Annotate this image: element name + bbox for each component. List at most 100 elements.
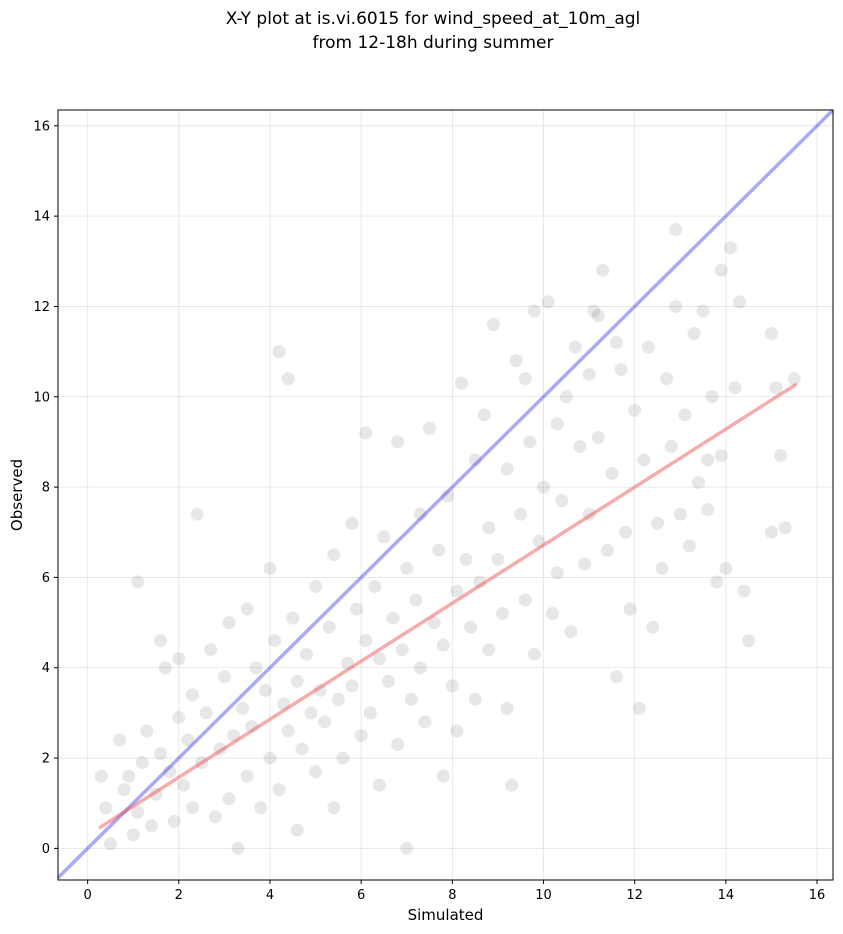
data-point (555, 494, 569, 508)
data-point (591, 430, 605, 444)
data-point (477, 408, 491, 422)
data-point (254, 801, 268, 815)
y-axis-label: Observed (8, 459, 26, 531)
data-point (714, 448, 728, 462)
data-point (400, 841, 414, 855)
data-point (459, 552, 473, 566)
data-point (117, 783, 131, 797)
chart-title-line2: from 12-18h during summer (313, 33, 554, 53)
data-point (363, 706, 377, 720)
data-point (728, 381, 742, 395)
data-point (140, 724, 154, 738)
data-point (163, 765, 177, 779)
data-point (217, 670, 231, 684)
data-point (591, 308, 605, 322)
data-point (509, 354, 523, 368)
data-point (473, 575, 487, 589)
grid (58, 110, 833, 880)
data-point (423, 421, 437, 435)
data-point (409, 593, 423, 607)
data-point (208, 810, 222, 824)
data-point (103, 837, 117, 851)
data-point (673, 507, 687, 521)
x-tick-label: 4 (266, 888, 274, 903)
data-point (131, 805, 145, 819)
data-point (213, 742, 227, 756)
x-axis-label: Simulated (408, 906, 484, 924)
data-point (222, 792, 236, 806)
data-point (468, 453, 482, 467)
data-point (582, 367, 596, 381)
data-point (582, 507, 596, 521)
data-point (345, 679, 359, 693)
data-point (546, 607, 560, 621)
data-point (94, 769, 108, 783)
data-point (382, 674, 396, 688)
data-point (541, 295, 555, 309)
data-point (268, 634, 282, 648)
x-tick-label: 6 (357, 888, 365, 903)
data-point (500, 701, 514, 715)
data-point (245, 719, 259, 733)
data-point (623, 602, 637, 616)
data-point (537, 480, 551, 494)
data-point (418, 715, 432, 729)
data-point (377, 530, 391, 544)
data-point (701, 453, 715, 467)
data-point (655, 561, 669, 575)
data-point (614, 363, 628, 377)
data-point (154, 747, 168, 761)
data-point (281, 724, 295, 738)
data-point (769, 381, 783, 395)
data-point (687, 327, 701, 341)
data-point (596, 263, 610, 277)
data-point (550, 566, 564, 580)
data-point (609, 670, 623, 684)
data-point (432, 543, 446, 557)
data-point (359, 634, 373, 648)
data-point (327, 801, 341, 815)
data-point (441, 489, 455, 503)
y-tick-label: 0 (42, 842, 50, 857)
data-point (696, 304, 710, 318)
data-point (345, 516, 359, 530)
data-point (619, 525, 633, 539)
data-point (190, 507, 204, 521)
data-point (126, 828, 140, 842)
data-point (299, 647, 313, 661)
data-point (500, 462, 514, 476)
data-point (719, 561, 733, 575)
data-point (185, 688, 199, 702)
data-point (204, 643, 218, 657)
data-point (669, 223, 683, 237)
data-point (482, 521, 496, 535)
data-point (450, 584, 464, 598)
data-point (564, 625, 578, 639)
data-point (723, 241, 737, 255)
data-point (222, 616, 236, 630)
data-point (742, 634, 756, 648)
data-point (131, 575, 145, 589)
identity-line (56, 108, 835, 879)
data-point (391, 738, 405, 752)
y-tick-label: 14 (33, 210, 50, 225)
data-point (368, 579, 382, 593)
data-point (600, 543, 614, 557)
data-point (309, 765, 323, 779)
data-point (340, 656, 354, 670)
data-point (195, 756, 209, 770)
data-point (172, 652, 186, 666)
data-point (354, 728, 368, 742)
data-point (733, 295, 747, 309)
data-point (523, 435, 537, 449)
chart-title-line1: X-Y plot at is.vi.6015 for wind_speed_at… (226, 9, 641, 29)
data-point (486, 318, 500, 332)
data-point (436, 769, 450, 783)
data-point (263, 561, 277, 575)
data-point (436, 638, 450, 652)
data-point (587, 304, 601, 318)
data-point (764, 327, 778, 341)
y-tick-label: 4 (42, 661, 50, 676)
x-tick-label: 14 (718, 888, 735, 903)
